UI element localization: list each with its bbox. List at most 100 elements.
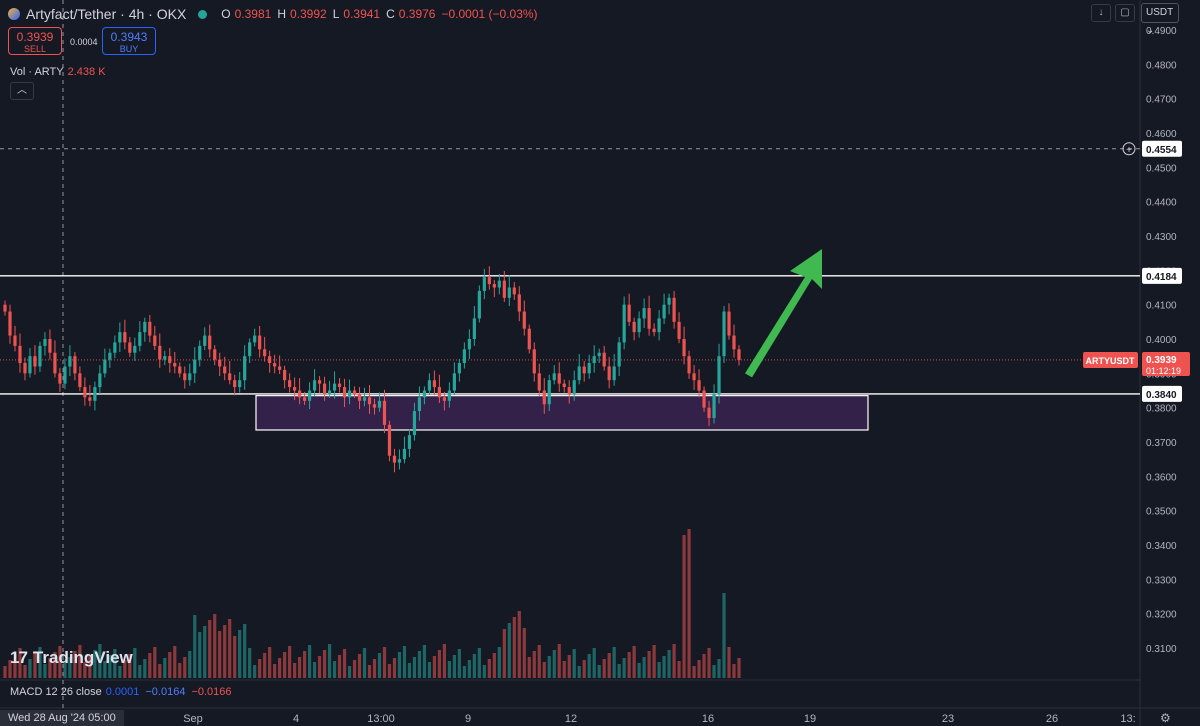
- volume-bar: [68, 657, 72, 678]
- candle-body: [392, 455, 397, 463]
- fullscreen-icon[interactable]: ▢: [1115, 4, 1135, 22]
- volume-bar: [672, 644, 676, 678]
- candle-body: [477, 290, 481, 319]
- sell-button[interactable]: 0.3939 SELL: [8, 27, 62, 55]
- volume-bar: [213, 614, 217, 678]
- volume-bar: [153, 647, 157, 678]
- volume-bar: [647, 651, 651, 678]
- currency-selector[interactable]: USDT ⌄: [1141, 3, 1179, 36]
- current-price-tag-bg: [1142, 351, 1190, 376]
- candle-body: [23, 363, 27, 374]
- macd-legend[interactable]: MACD 12 26 close 0.0001 −0.0164 −0.0166: [10, 686, 232, 698]
- crosshair-price-tag: 0.4554: [1146, 145, 1177, 156]
- y-tick-label: 0.4400: [1146, 198, 1177, 209]
- y-tick-label: 0.3800: [1146, 404, 1177, 415]
- volume-bar: [337, 655, 342, 678]
- volume-bar: [98, 644, 102, 678]
- support-price-tag-bg: [1142, 385, 1182, 402]
- volume-bar: [28, 659, 32, 678]
- x-tick-label: 4: [293, 713, 299, 725]
- volume-bar: [307, 645, 312, 678]
- volume-bar: [302, 651, 307, 678]
- y-tick-label: 0.3600: [1146, 472, 1177, 483]
- volume-bar: [372, 659, 377, 678]
- volume-bar: [412, 657, 417, 678]
- volume-bar: [422, 645, 427, 678]
- artyfact-logo-icon: [8, 8, 20, 20]
- arrow-down-icon[interactable]: ↓: [1091, 4, 1111, 22]
- volume-bar: [482, 665, 486, 678]
- volume-legend[interactable]: Vol · ARTY 2.438 K: [10, 66, 106, 78]
- candle-body: [507, 287, 511, 298]
- volume-bar: [93, 650, 97, 678]
- volume-bar: [487, 659, 491, 678]
- volume-bar: [377, 653, 382, 678]
- candle-body: [13, 335, 17, 346]
- candle-body: [522, 311, 526, 329]
- candle-body: [133, 345, 137, 353]
- macd-signal-value: −0.0164: [145, 686, 186, 698]
- symbol-title[interactable]: Artyfact/Tether · 4h · OKX: [26, 6, 187, 22]
- volume-bar: [248, 648, 252, 678]
- candle-body: [322, 383, 327, 394]
- volume-bar: [542, 662, 546, 678]
- candle-body: [73, 356, 77, 374]
- target-arrow-icon: [745, 249, 822, 378]
- candle-body: [268, 356, 272, 364]
- candle-body: [627, 304, 631, 322]
- candle-body: [347, 390, 352, 398]
- candle-body: [482, 277, 486, 291]
- volume-bar: [163, 658, 167, 678]
- volume-bar: [228, 619, 232, 678]
- volume-bar: [537, 645, 541, 678]
- volume-bar: [547, 656, 551, 678]
- candle-body: [58, 373, 62, 384]
- candle-body: [88, 397, 92, 401]
- volume-bar: [677, 661, 681, 678]
- volume-bar: [607, 653, 611, 678]
- candle-body: [243, 356, 247, 381]
- y-tick-label: 0.4100: [1146, 301, 1177, 312]
- candle-body: [233, 380, 237, 388]
- candle-body: [447, 390, 451, 401]
- candle-body: [487, 277, 491, 285]
- open-value: 0.3981: [234, 7, 272, 21]
- candle-body: [712, 393, 716, 418]
- candle-body: [278, 366, 282, 370]
- y-tick-label: 0.3400: [1146, 541, 1177, 552]
- volume-bar: [642, 657, 646, 678]
- resistance-price-tag-bg: [1142, 267, 1182, 284]
- volume-bar: [108, 655, 112, 678]
- y-tick-label: 0.3500: [1146, 507, 1177, 518]
- candle-body: [412, 411, 417, 436]
- y-tick-label: 0.4800: [1146, 60, 1177, 71]
- candle-body: [677, 321, 681, 339]
- candle-body: [293, 387, 297, 391]
- buy-button[interactable]: 0.3943 BUY: [102, 27, 156, 55]
- volume-bar: [612, 647, 616, 678]
- symbol-tag: ARTYUSDT: [1086, 356, 1136, 366]
- volume-bar: [183, 657, 187, 678]
- gear-icon[interactable]: ⚙: [1160, 711, 1171, 725]
- volume-bar: [627, 652, 631, 678]
- candle-body: [717, 356, 721, 394]
- low-label: L: [332, 7, 340, 21]
- volume-label: Vol · ARTY: [10, 66, 64, 78]
- candle-body: [547, 380, 551, 405]
- candle-body: [637, 318, 641, 333]
- chevron-up-icon[interactable]: ︿: [10, 82, 34, 100]
- volume-bar: [263, 653, 267, 678]
- volume-bar: [138, 665, 142, 678]
- candle-body: [83, 387, 87, 398]
- candle-body: [612, 366, 616, 381]
- candle-body: [63, 366, 67, 384]
- tradingview-logo[interactable]: 17 TradingView: [10, 648, 133, 668]
- candle-body: [387, 424, 392, 456]
- high-value: 0.3992: [290, 7, 327, 21]
- volume-bar: [103, 661, 107, 678]
- candle-body: [492, 284, 496, 288]
- volume-bar: [13, 654, 17, 678]
- y-tick-label: 0.3300: [1146, 575, 1177, 586]
- x-tick-label: 12: [565, 713, 577, 725]
